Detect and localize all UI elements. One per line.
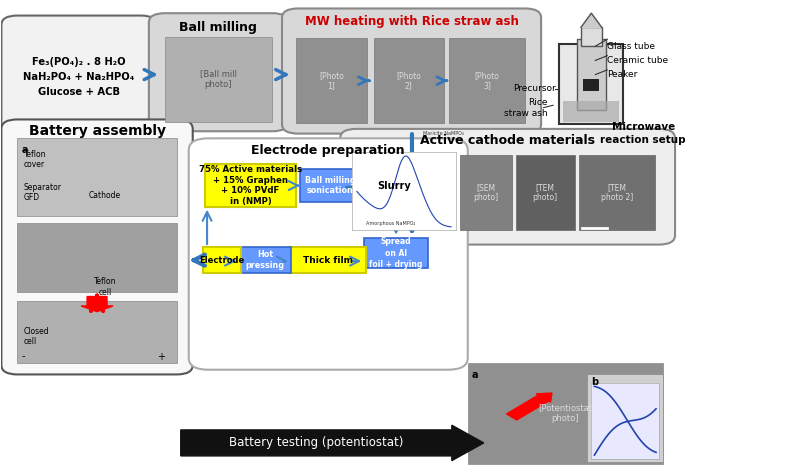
Bar (581, 28, 602, 46)
FancyBboxPatch shape (2, 119, 193, 374)
Text: Battery assembly: Battery assembly (29, 124, 166, 138)
Bar (577, 39, 606, 110)
Text: Glass tube: Glass tube (607, 42, 655, 51)
Text: [Photo
3]: [Photo 3] (475, 71, 500, 90)
Text: Teflon
cell: Teflon cell (94, 277, 116, 297)
FancyBboxPatch shape (165, 37, 273, 122)
FancyBboxPatch shape (205, 164, 296, 207)
Text: [Potentiostat
photo]: [Potentiostat photo] (538, 403, 592, 423)
FancyBboxPatch shape (340, 129, 675, 245)
FancyBboxPatch shape (290, 247, 366, 273)
FancyBboxPatch shape (18, 223, 177, 292)
FancyArrow shape (506, 393, 552, 420)
Bar (583, 79, 599, 91)
FancyBboxPatch shape (468, 362, 663, 464)
FancyBboxPatch shape (2, 16, 157, 138)
Text: Rice
straw ash: Rice straw ash (504, 97, 547, 118)
Bar (559, 44, 623, 124)
Text: Ball milling: Ball milling (179, 21, 257, 34)
FancyBboxPatch shape (364, 169, 424, 202)
FancyArrow shape (181, 425, 484, 461)
Text: Microwave
reaction setup: Microwave reaction setup (600, 122, 686, 145)
FancyBboxPatch shape (515, 155, 575, 230)
Text: 75% Active materials
+ 15% Graphen
+ 10% PVdF
in (NMP): 75% Active materials + 15% Graphen + 10%… (199, 165, 302, 206)
Text: Fe₃(PO₄)₂ . 8 H₂O
NaH₂PO₄ + Na₂HPO₄
Glucose + ACB: Fe₃(PO₄)₂ . 8 H₂O NaH₂PO₄ + Na₂HPO₄ Gluc… (23, 57, 134, 97)
Text: a: a (472, 370, 478, 380)
Text: [SEM
photo]: [SEM photo] (473, 183, 498, 202)
Text: b: b (591, 377, 598, 387)
FancyBboxPatch shape (300, 169, 360, 202)
Text: Spread
on Al
foil + drying: Spread on Al foil + drying (370, 238, 422, 269)
Text: Electrode preparation: Electrode preparation (251, 143, 405, 157)
Text: Peaker: Peaker (607, 70, 638, 79)
Text: Electrode: Electrode (199, 256, 245, 265)
FancyBboxPatch shape (149, 13, 288, 131)
FancyBboxPatch shape (296, 38, 366, 123)
Text: [Photo
2]: [Photo 2] (396, 71, 422, 90)
Text: Battery testing (potentiostat): Battery testing (potentiostat) (229, 437, 403, 449)
Text: -: - (22, 352, 25, 361)
Text: Teflon
cover: Teflon cover (24, 150, 46, 169)
FancyArrow shape (81, 296, 113, 312)
FancyBboxPatch shape (18, 301, 177, 362)
Text: +: + (157, 352, 165, 361)
FancyBboxPatch shape (374, 38, 444, 123)
FancyBboxPatch shape (450, 38, 525, 123)
FancyBboxPatch shape (282, 9, 541, 133)
FancyBboxPatch shape (239, 247, 290, 273)
FancyBboxPatch shape (460, 155, 512, 230)
Text: MW heating with Rice straw ash: MW heating with Rice straw ash (305, 15, 519, 28)
FancyBboxPatch shape (203, 247, 241, 273)
Text: Active cathode materials: Active cathode materials (420, 134, 595, 147)
FancyBboxPatch shape (18, 138, 177, 216)
Text: Ceramic tube: Ceramic tube (607, 56, 669, 65)
Text: Ball milling
sonication: Ball milling sonication (305, 176, 355, 195)
Text: Thick film: Thick film (303, 256, 353, 265)
Text: [Photo
1]: [Photo 1] (319, 71, 344, 90)
Text: Separator
GFD: Separator GFD (24, 183, 62, 202)
FancyBboxPatch shape (364, 238, 428, 268)
Polygon shape (581, 13, 602, 28)
FancyBboxPatch shape (587, 374, 663, 462)
Text: Slurry: Slurry (377, 180, 411, 190)
Text: [TEM
photo]: [TEM photo] (533, 183, 558, 202)
Text: Cathode: Cathode (89, 190, 121, 200)
FancyBboxPatch shape (579, 155, 655, 230)
Text: Precursor: Precursor (513, 84, 555, 93)
Text: Closed
cell: Closed cell (24, 327, 50, 346)
Text: Hot
pressing: Hot pressing (246, 250, 284, 270)
Bar (563, 101, 619, 122)
Text: [Ball mill
photo]: [Ball mill photo] (200, 70, 237, 89)
Text: [TEM
photo 2]: [TEM photo 2] (601, 183, 633, 202)
FancyBboxPatch shape (189, 138, 468, 370)
Text: a: a (22, 145, 28, 155)
